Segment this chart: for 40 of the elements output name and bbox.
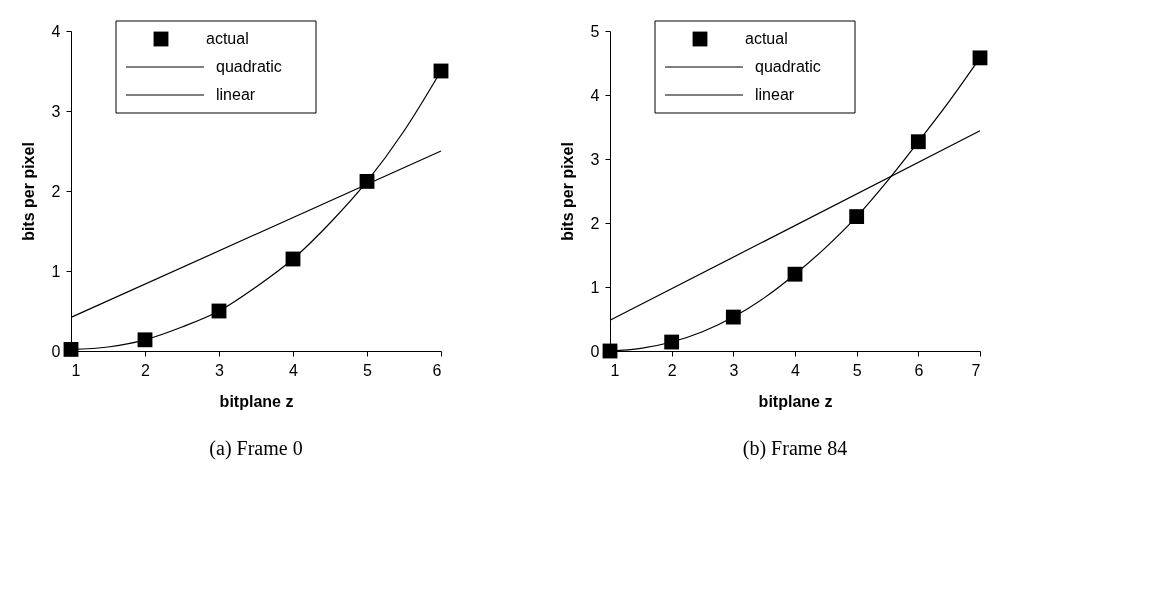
x-axis-title: bitplane z [758, 392, 833, 410]
x-tick-label: 3 [729, 361, 739, 379]
legend-label: actual [745, 30, 788, 47]
x-tick-label: 1 [71, 361, 81, 379]
point [972, 50, 988, 66]
legend-label: actual [206, 30, 249, 47]
x-tick-label: 6 [432, 361, 442, 379]
x-tick-label: 5 [852, 361, 862, 379]
y-tick-label: 2 [590, 214, 600, 232]
y-tick-label: 1 [590, 278, 600, 296]
x-tick-label: 2 [141, 361, 151, 379]
legend-label: quadratic [755, 58, 821, 75]
y-tick-label: 2 [51, 182, 61, 200]
y-tick-label: 4 [590, 86, 600, 104]
y-tick-label: 3 [590, 150, 600, 168]
y-tick-label: 4 [51, 22, 61, 40]
y-tick-label: 3 [51, 102, 61, 120]
legend-label: linear [755, 86, 795, 103]
x-tick-label: 1 [610, 361, 620, 379]
y-axis-title: bits per pixel [558, 142, 576, 241]
y-tick-label: 0 [590, 342, 600, 360]
x-tick-label: 7 [971, 361, 981, 379]
x-tick-label: 4 [289, 361, 299, 379]
legend-label: quadratic [216, 58, 282, 75]
y-tick-label: 5 [590, 22, 600, 40]
point [849, 209, 865, 225]
x-tick-label: 4 [791, 361, 801, 379]
x-tick-label: 2 [667, 361, 677, 379]
text: (b) Frame 84 [742, 437, 848, 460]
text: (a) Frame 0 [209, 437, 303, 460]
x-tick-label: 3 [215, 361, 225, 379]
y-tick-label: 0 [51, 342, 61, 360]
y-tick-label: 1 [51, 262, 61, 280]
y-axis-title: bits per pixel [19, 142, 37, 241]
x-tick-label: 6 [914, 361, 924, 379]
legend-label: linear [216, 86, 256, 103]
point [910, 134, 926, 150]
point [63, 341, 79, 357]
x-tick-label: 5 [363, 361, 373, 379]
x-axis-title: bitplane z [219, 392, 294, 410]
